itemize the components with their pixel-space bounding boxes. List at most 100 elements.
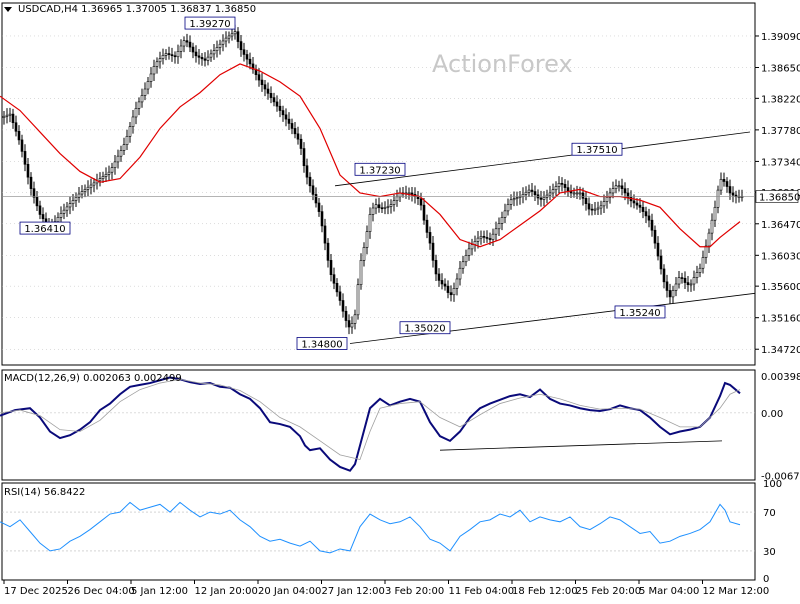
candle [464, 249, 468, 267]
candle-body [206, 56, 210, 61]
candle-body [713, 206, 717, 221]
candle-body [695, 272, 699, 278]
candle-body [392, 200, 396, 205]
channel-trendline-0 [334, 131, 751, 187]
candle [695, 265, 699, 284]
candle-body [635, 202, 639, 206]
candle-body [194, 51, 198, 57]
candle [122, 137, 126, 155]
candle [515, 191, 519, 206]
candle [338, 285, 342, 306]
candle [419, 192, 423, 211]
macd-trendline [439, 440, 723, 451]
candle [89, 178, 93, 195]
candle-body [89, 184, 93, 188]
candle-body [395, 196, 399, 202]
candle [650, 213, 654, 237]
candle-body [542, 196, 546, 200]
candle-body [335, 282, 339, 293]
candle-body [677, 277, 681, 285]
candle [554, 181, 558, 196]
candle-body [452, 287, 456, 296]
candle-body [407, 192, 411, 195]
label-box [571, 142, 623, 156]
candle-body [476, 237, 480, 242]
dropdown-arrow-icon[interactable] [4, 7, 12, 12]
candle-body [32, 188, 36, 198]
candle-body [65, 206, 69, 211]
candle-body [665, 281, 669, 291]
candle [500, 211, 504, 231]
macd-pane-title: MACD(12,26,9) 0.002063 0.002499 [4, 373, 182, 384]
candle [392, 194, 396, 212]
candle [422, 197, 426, 225]
candle [236, 27, 240, 49]
candle [98, 172, 102, 187]
watermark: ActionForex [432, 50, 573, 78]
candle-body [167, 53, 171, 55]
candle [128, 122, 132, 143]
candle-body [599, 205, 603, 209]
candle [470, 238, 474, 256]
candle [704, 239, 708, 264]
candle [677, 270, 681, 289]
macd-y-tick-label: -0.006737 [761, 472, 800, 483]
candle-body [578, 192, 582, 195]
candle-body [140, 95, 144, 103]
macd-y-tick-label: 0.00 [761, 409, 783, 420]
candle [239, 34, 243, 57]
candle [179, 39, 183, 59]
candle-body [35, 196, 39, 207]
rsi-line [0, 501, 741, 554]
candle-body [56, 217, 60, 222]
candle [572, 187, 576, 198]
candle-body [5, 114, 9, 117]
candle-body [308, 176, 312, 187]
macd-main-line [0, 376, 741, 472]
candle [209, 49, 213, 62]
ohlc-values: 1.36965 1.37005 1.36837 1.36850 [81, 4, 257, 15]
candle-body [149, 73, 153, 82]
candle [386, 199, 390, 215]
candle-body [80, 191, 84, 195]
candle-body [257, 74, 261, 81]
candle-body [668, 290, 672, 298]
candle-body [14, 122, 18, 132]
x-tick-label: 12 Jan 20:00 [195, 586, 258, 597]
candle-body [515, 197, 519, 199]
candle-body [551, 189, 555, 194]
candle-body [680, 277, 684, 279]
candle-body [533, 191, 537, 196]
candle-body [188, 41, 192, 48]
candle [383, 201, 387, 215]
candle-body [593, 208, 597, 211]
candle [224, 31, 228, 48]
candle-body [371, 207, 375, 215]
candle [65, 202, 69, 217]
candle-body [617, 185, 621, 188]
candle [260, 73, 264, 92]
candle [32, 181, 36, 204]
x-tick-label: 5 Mar 04:00 [639, 586, 699, 597]
candle-body [671, 290, 675, 298]
candle [347, 314, 351, 335]
candle [437, 268, 441, 287]
candle-body [284, 114, 288, 120]
candle-body [29, 176, 33, 189]
candle-body [272, 97, 276, 103]
candle-body [350, 323, 354, 328]
candle-body [290, 123, 294, 129]
candle [200, 52, 204, 66]
candle [620, 178, 624, 196]
candle [539, 190, 543, 207]
candle [710, 213, 714, 241]
candle [656, 236, 660, 261]
candle [305, 158, 309, 185]
candle [659, 249, 663, 275]
candle-body [479, 236, 483, 239]
label-box [614, 305, 666, 319]
candle [560, 177, 564, 192]
candle [446, 280, 450, 299]
